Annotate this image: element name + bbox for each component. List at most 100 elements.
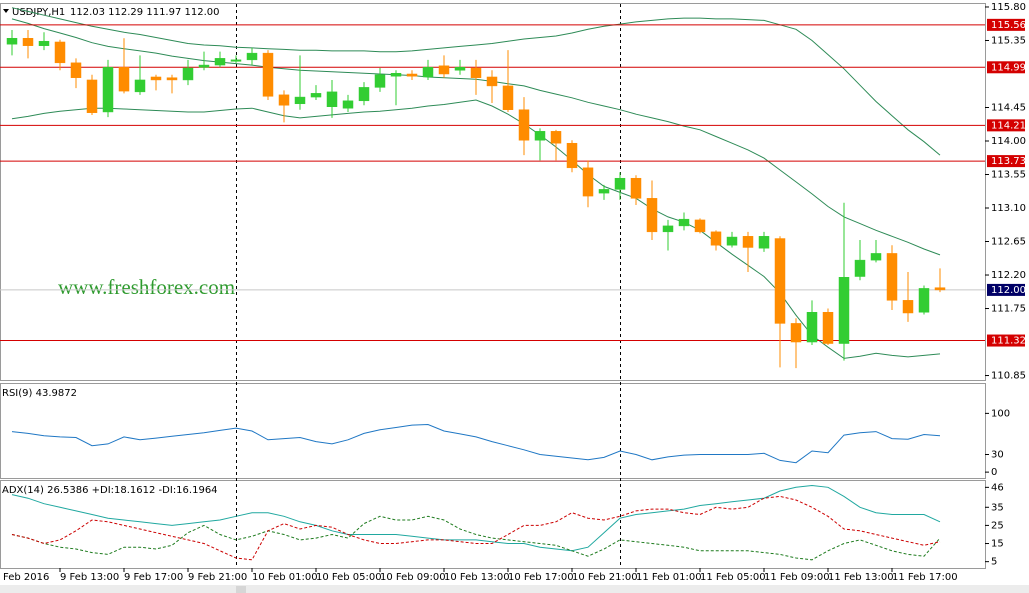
y-tick-label: 115.80	[991, 2, 1026, 13]
candle-body	[486, 76, 498, 87]
candle-body	[246, 52, 258, 61]
y-tick-label: 35	[991, 502, 1004, 513]
level-label: 114.21	[991, 120, 1026, 131]
candle-body	[806, 311, 818, 343]
candle-body	[310, 93, 322, 98]
menu-icon	[3, 9, 9, 13]
candle-body	[566, 142, 578, 169]
watermark: www.freshforex.com	[58, 275, 235, 299]
candle-body	[294, 96, 306, 105]
candle-body	[502, 85, 514, 110]
candle-body	[182, 67, 194, 81]
indicator-line	[11, 515, 941, 561]
candle-body	[102, 67, 114, 113]
level-label-box	[987, 119, 1025, 132]
y-tick-label: 46	[991, 482, 1004, 493]
x-tick-label: 9 Feb 13:00	[60, 572, 119, 583]
candle-body	[454, 67, 466, 71]
candle-body	[54, 41, 66, 64]
candle-body	[742, 236, 754, 248]
main-panel	[0, 3, 986, 381]
ohlc-label: 112.03 112.29 111.97 112.00	[70, 7, 220, 18]
candle-body	[678, 218, 690, 227]
y-tick-label: 110.85	[991, 371, 1026, 382]
candle-body	[326, 91, 338, 107]
candle-body	[902, 300, 914, 314]
x-tick-label: 10 Feb 21:00	[572, 572, 638, 583]
candle-body	[582, 167, 594, 197]
candle-body	[870, 253, 882, 261]
candle-body	[406, 73, 418, 77]
y-tick-label: 0	[991, 467, 997, 478]
candle-body	[390, 72, 402, 77]
level-label: 113.73	[991, 156, 1026, 167]
indicator-line	[11, 423, 941, 464]
x-tick-label: 10 Feb 13:00	[444, 572, 510, 583]
y-tick-label: 115.35	[991, 35, 1026, 46]
last-price-label: 112.00	[991, 285, 1026, 296]
candle-body	[694, 219, 706, 233]
candle-body	[614, 177, 626, 190]
candle-body	[374, 74, 386, 88]
band-line	[11, 99, 941, 359]
y-tick-label: 112.65	[991, 237, 1026, 248]
y-tick-label: 111.75	[991, 304, 1026, 315]
adx-panel	[0, 480, 986, 569]
level-label-box	[987, 18, 1025, 31]
panel-title: ADX(14) 26.5386 +DI:18.1612 -DI:16.1964	[2, 485, 218, 496]
panel-title: RSI(9) 43.9872	[2, 388, 77, 399]
candle-body	[86, 79, 98, 113]
candle-body	[198, 64, 210, 68]
candle-body	[150, 76, 162, 81]
candle-body	[6, 37, 18, 45]
candle-body	[758, 236, 770, 249]
candle-body	[774, 238, 786, 324]
y-tick-label: 25	[991, 520, 1004, 531]
x-tick-label: 10 Feb 17:00	[508, 572, 574, 583]
x-tick-label: 10 Feb 01:00	[252, 572, 318, 583]
candle-body	[470, 67, 482, 78]
x-tick-label: 11 Feb 09:00	[764, 572, 830, 583]
indicator-line	[11, 484, 941, 552]
x-tick-label: 11 Feb 13:00	[828, 572, 894, 583]
candle-body	[134, 79, 146, 93]
level-label-box	[987, 155, 1025, 168]
x-tick-label: 9 Feb 21:00	[188, 572, 247, 583]
candle-body	[886, 253, 898, 301]
candle-body	[934, 287, 946, 291]
candle-body	[598, 189, 610, 194]
y-tick-label: 30	[991, 450, 1004, 461]
level-label: 115.56	[991, 20, 1026, 31]
level-label: 111.32	[991, 336, 1026, 347]
x-tick-label: 9 Feb 17:00	[124, 572, 183, 583]
candle-body	[214, 58, 226, 66]
x-tick-label: 11 Feb 01:00	[636, 572, 702, 583]
x-tick-label: 11 Feb 17:00	[892, 572, 958, 583]
candle-body	[358, 87, 370, 102]
indicator-line	[11, 495, 941, 561]
level-label: 114.99	[991, 62, 1026, 73]
chart-title: USDJPY,H1	[12, 7, 65, 18]
tab-bar	[0, 585, 1029, 593]
candle-body	[630, 177, 642, 199]
last-price-box	[987, 283, 1025, 296]
candle-body	[230, 59, 242, 62]
candle-body	[70, 62, 82, 78]
x-tick-label: 11 Feb 05:00	[700, 572, 766, 583]
level-label-box	[987, 334, 1025, 347]
candle-body	[662, 225, 674, 233]
x-tick-label: 10 Feb 09:00	[380, 572, 446, 583]
candle-body	[646, 198, 658, 233]
rsi-panel	[0, 383, 986, 479]
candle-body	[918, 288, 930, 313]
candle-body	[726, 236, 738, 246]
candle-body	[166, 77, 178, 81]
candle-body	[342, 100, 354, 109]
candle-body	[518, 109, 530, 141]
candle-body	[550, 131, 562, 144]
y-tick-label: 114.45	[991, 102, 1026, 113]
y-tick-label: 15	[991, 539, 1004, 550]
candle-body	[262, 52, 274, 97]
y-tick-label: 5	[991, 557, 997, 568]
